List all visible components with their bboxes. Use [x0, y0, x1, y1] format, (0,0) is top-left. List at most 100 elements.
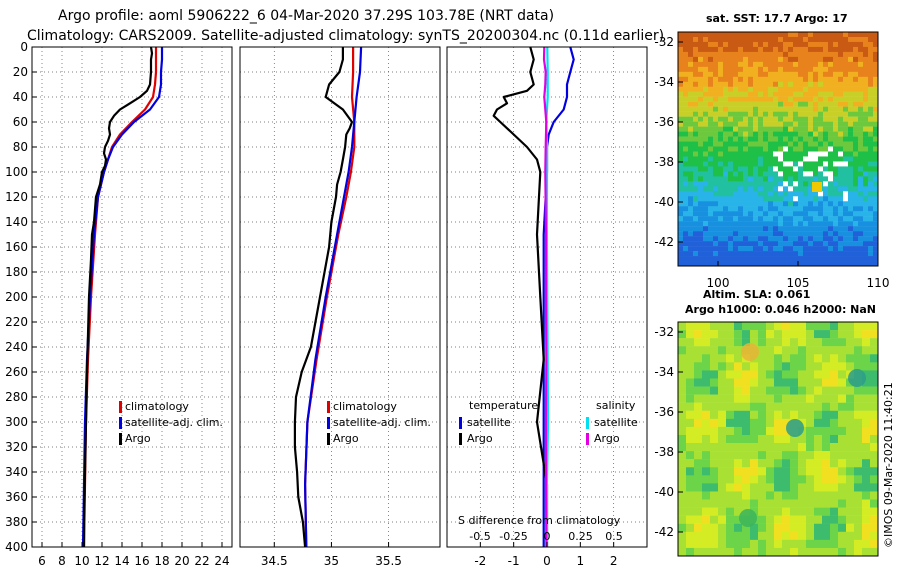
sst-cell	[723, 256, 729, 262]
sst-cell	[858, 191, 864, 197]
sla-cell	[734, 443, 743, 452]
sst-cell	[723, 36, 729, 43]
sla-cell	[718, 330, 727, 339]
sst-cell	[838, 186, 844, 192]
sst-cell	[718, 151, 724, 157]
sla-map: Altim. SLA: 0.061 Argo h1000: 0.046 h200…	[654, 288, 879, 557]
sst-cell	[773, 221, 779, 227]
sst-cell	[783, 241, 789, 247]
sst-cell	[703, 241, 709, 247]
sst-cell	[818, 116, 824, 122]
sst-cell	[823, 181, 829, 187]
sla-cell	[742, 418, 751, 428]
sst-cell	[758, 36, 764, 43]
sla-cell	[814, 539, 823, 549]
sst-cell	[868, 201, 874, 207]
sla-cell	[798, 523, 807, 532]
sla-cell	[814, 330, 823, 339]
sla-cell	[678, 402, 687, 411]
sla-cell	[806, 418, 815, 428]
sla-cell	[678, 346, 687, 355]
sst-cell	[718, 231, 724, 237]
sst-cell	[833, 126, 839, 132]
sst-cell	[758, 126, 764, 132]
sst-cell	[768, 76, 774, 82]
sst-cell	[723, 191, 729, 197]
sst-cell	[728, 121, 734, 127]
sla-cell	[734, 346, 743, 355]
sla-cell	[702, 451, 711, 460]
sst-cell	[858, 161, 864, 167]
sst-cell	[693, 32, 699, 38]
sst-cell	[688, 251, 694, 257]
sst-cell	[753, 146, 759, 152]
sla-cell	[790, 402, 799, 411]
sst-cell	[873, 236, 879, 242]
sst-cell	[848, 56, 854, 63]
sst-cell	[833, 251, 839, 257]
sst-cell	[853, 256, 859, 262]
sst-cell	[738, 76, 744, 82]
sst-cell	[813, 111, 819, 117]
sst-cell	[793, 116, 799, 122]
sla-cell	[710, 483, 719, 492]
sst-cell	[738, 51, 744, 58]
sst-cell	[758, 251, 764, 257]
sst-cell	[743, 32, 749, 38]
sst-cell	[778, 136, 784, 142]
sst-cell	[868, 96, 874, 102]
sst-cell	[678, 101, 684, 107]
sst-cell	[838, 161, 844, 167]
sst-cell	[793, 81, 799, 87]
sla-cell	[830, 354, 839, 363]
sla-cell	[678, 330, 687, 339]
sst-cell	[818, 51, 824, 58]
sst-cell	[843, 256, 849, 262]
sst-cell	[743, 206, 749, 212]
sst-cell	[848, 236, 854, 242]
sst-cell	[818, 32, 824, 38]
sst-cell	[808, 236, 814, 242]
sla-eddy	[739, 509, 757, 527]
sla-cell	[718, 338, 727, 347]
sla-cell	[854, 523, 863, 532]
sst-cell	[773, 176, 779, 182]
sla-cell	[862, 515, 871, 524]
sla-cell	[862, 531, 871, 541]
sst-cell	[708, 51, 714, 58]
sst-cell	[723, 96, 729, 102]
sla-cell	[798, 491, 807, 500]
sst-cell	[803, 211, 809, 217]
sst-cell	[813, 206, 819, 212]
sla-cell	[686, 330, 695, 339]
sst-cell	[853, 51, 859, 58]
sst-cell	[723, 166, 729, 172]
sla-cell	[686, 354, 695, 363]
sst-cell	[748, 201, 754, 207]
sst-cell	[758, 51, 764, 58]
sst-cell	[788, 181, 794, 187]
temperature-legend: climatology satellite-adj. clim. Argo	[119, 400, 223, 445]
sst-cell	[713, 241, 719, 247]
sst-cell	[723, 101, 729, 107]
sst-cell	[758, 76, 764, 82]
sst-cell	[723, 56, 729, 63]
sst-cell	[838, 111, 844, 117]
sst-cell	[713, 46, 719, 53]
sst-cell	[813, 71, 819, 78]
sla-cell	[718, 483, 727, 492]
sst-cell	[828, 136, 834, 142]
sst-cell	[698, 101, 704, 107]
sst-cell	[743, 211, 749, 217]
sst-cell	[753, 71, 759, 78]
sla-cell	[854, 507, 863, 516]
sst-cell	[833, 261, 839, 267]
sst-cell	[693, 51, 699, 58]
sst-cell	[858, 216, 864, 222]
sst-cell	[783, 131, 789, 137]
y-tick-label: 40	[13, 90, 28, 104]
sla-cell	[838, 322, 847, 331]
sst-cell	[723, 136, 729, 142]
sla-cell	[854, 443, 863, 452]
sst-cell	[698, 216, 704, 222]
